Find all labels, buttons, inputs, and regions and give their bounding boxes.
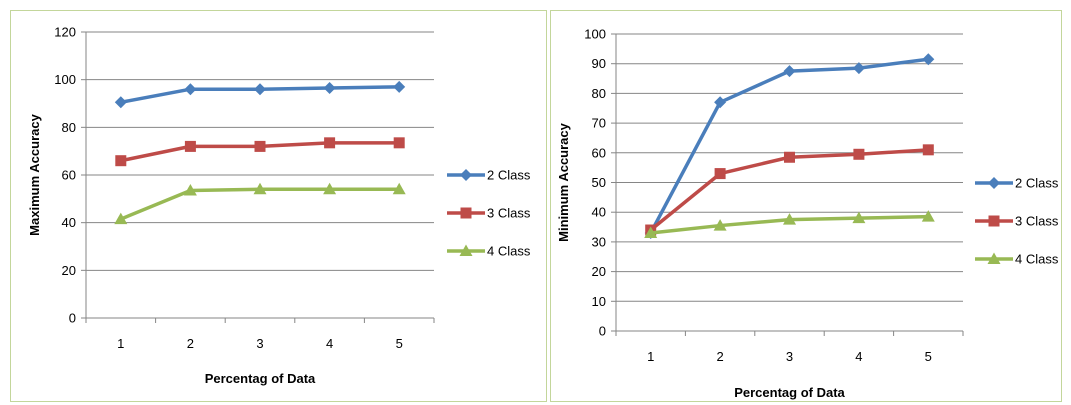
series-1 <box>644 53 935 239</box>
y-tick-label: 60 <box>592 145 606 160</box>
series-1 <box>114 80 406 109</box>
data-point <box>254 140 266 152</box>
legend-marker <box>988 215 1000 227</box>
legend-label: 2 Class <box>1015 176 1059 191</box>
y-tick-label: 60 <box>62 168 76 183</box>
chart-2: 0 10 20 30 40 50 60 70 80 90 100 1 2 3 4 5 Percentag of … <box>550 10 1062 402</box>
y-tick-label: 80 <box>592 86 606 101</box>
legend-entry: 4 Class <box>975 252 1059 267</box>
legend-label: 4 Class <box>1015 252 1059 267</box>
y-tick-label: 40 <box>62 215 76 230</box>
data-point <box>324 137 336 149</box>
series-3 <box>114 182 406 225</box>
data-point <box>323 182 337 195</box>
x-tick-label: 4 <box>326 336 333 351</box>
data-point <box>114 212 128 225</box>
y-axis-title: Minimum Accuracy <box>556 122 571 241</box>
legend-marker <box>459 244 473 256</box>
legend-entry: 2 Class <box>447 168 531 183</box>
legend-marker <box>460 169 472 181</box>
data-point <box>184 140 196 152</box>
data-point <box>254 83 266 96</box>
data-point <box>922 144 934 156</box>
data-point <box>853 148 865 160</box>
legend-marker <box>987 252 1001 264</box>
data-point <box>783 65 796 78</box>
legend-label: 3 Class <box>487 206 531 221</box>
y-tick-label: 100 <box>584 27 606 42</box>
data-point <box>114 96 127 109</box>
data-point <box>644 226 658 238</box>
data-point <box>852 211 866 224</box>
chart-frame <box>550 10 1062 402</box>
x-tick-label: 1 <box>647 349 654 364</box>
x-tick-label: 3 <box>256 336 263 351</box>
data-point <box>714 96 727 109</box>
x-tick-label: 4 <box>855 349 862 364</box>
data-point <box>921 210 935 222</box>
legend-label: 3 Class <box>1015 214 1059 229</box>
y-tick-label: 20 <box>592 264 606 279</box>
legend-entry: 3 Class <box>975 214 1059 229</box>
y-tick-label: 90 <box>592 56 606 71</box>
data-point <box>852 62 865 75</box>
data-point <box>184 83 197 96</box>
legend-marker <box>988 177 1000 189</box>
data-point <box>714 168 726 180</box>
data-point <box>393 80 406 93</box>
legend-entry: 3 Class <box>447 206 531 221</box>
series-2 <box>115 137 405 167</box>
y-tick-label: 0 <box>69 311 76 326</box>
data-point <box>183 183 197 196</box>
x-axis-title: Percentag of Data <box>205 371 316 386</box>
chart-1: 0 20 40 60 80 100 120 1 2 3 4 5 Percentag of Data Max… <box>10 10 547 402</box>
y-tick-label: 10 <box>592 294 606 309</box>
y-tick-label: 120 <box>54 25 76 40</box>
chart-frame <box>10 10 547 402</box>
series-3 <box>644 210 935 238</box>
y-tick-label: 70 <box>592 116 606 131</box>
legend-entry: 2 Class <box>975 176 1059 191</box>
y-tick-label: 0 <box>599 324 606 339</box>
y-tick-label: 20 <box>62 263 76 278</box>
legend-label: 4 Class <box>487 244 531 259</box>
data-point <box>115 155 127 167</box>
data-point <box>783 213 796 225</box>
data-point <box>323 82 336 95</box>
x-tick-label: 2 <box>187 336 194 351</box>
x-axis-title: Percentag of Data <box>734 385 845 400</box>
y-tick-label: 80 <box>62 120 76 135</box>
x-tick-label: 2 <box>716 349 723 364</box>
y-tick-label: 50 <box>592 175 606 190</box>
data-point <box>392 182 406 195</box>
x-tick-label: 1 <box>117 336 124 351</box>
data-point <box>253 182 267 195</box>
y-axis-title: Maximum Accuracy <box>27 113 42 235</box>
x-tick-label: 5 <box>396 336 403 351</box>
legend-label: 2 Class <box>487 168 531 183</box>
y-tick-label: 40 <box>592 205 606 220</box>
data-point <box>713 219 727 231</box>
x-tick-label: 5 <box>925 349 932 364</box>
y-tick-label: 30 <box>592 234 606 249</box>
x-tick-label: 3 <box>786 349 793 364</box>
legend-marker <box>460 207 472 219</box>
legend-entry: 4 Class <box>447 244 531 259</box>
y-tick-label: 100 <box>54 72 76 87</box>
data-point <box>922 53 935 66</box>
data-point <box>393 137 405 149</box>
data-point <box>784 151 795 163</box>
